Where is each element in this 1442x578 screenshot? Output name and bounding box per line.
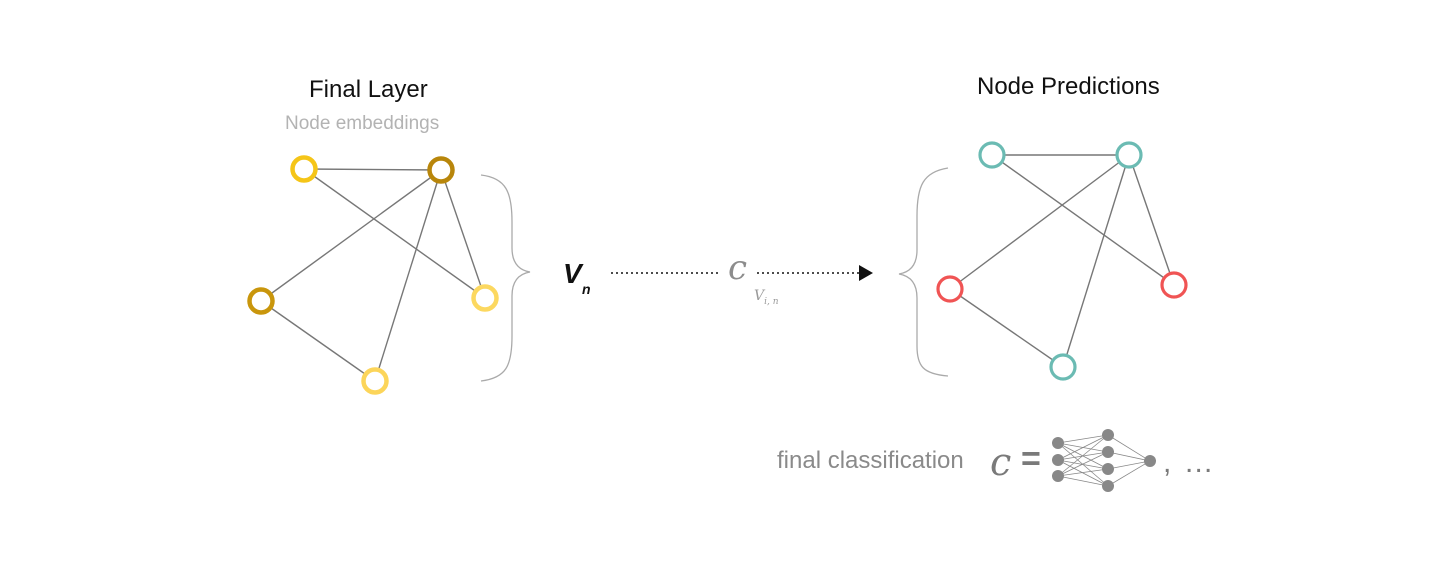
left-node bbox=[471, 284, 499, 312]
final-classification-label: final classification bbox=[777, 447, 964, 474]
input-symbol: V bbox=[563, 258, 582, 289]
network-neuron bbox=[1144, 455, 1156, 467]
right-node bbox=[1160, 271, 1188, 299]
network-connection bbox=[1057, 434, 1109, 477]
left-edge bbox=[303, 168, 442, 171]
function-symbol: c bbox=[728, 248, 748, 288]
left-node bbox=[427, 156, 455, 184]
ellipsis-tail: , … bbox=[1163, 446, 1216, 479]
network-neuron bbox=[1102, 480, 1114, 492]
left-node bbox=[361, 367, 389, 395]
network-neuron bbox=[1052, 437, 1064, 449]
right-graph-nodes bbox=[936, 141, 1188, 381]
network-connection bbox=[1107, 460, 1151, 487]
right-edge bbox=[1128, 154, 1175, 286]
network-neuron bbox=[1052, 470, 1064, 482]
network-connection bbox=[1057, 475, 1109, 487]
function-subscript-index: i, n bbox=[764, 296, 779, 307]
right-node bbox=[1049, 353, 1077, 381]
left-edge bbox=[260, 169, 442, 302]
equals-sign: = bbox=[1021, 440, 1041, 478]
network-connection bbox=[1057, 434, 1109, 461]
input-subscript: n bbox=[582, 281, 591, 297]
network-connection bbox=[1057, 468, 1109, 477]
right-graph-edges bbox=[949, 154, 1175, 368]
left-graph-nodes bbox=[247, 155, 499, 395]
left-edge bbox=[260, 300, 376, 382]
network-connection bbox=[1057, 459, 1109, 470]
neural-network-icon bbox=[1052, 429, 1156, 492]
left-brace bbox=[480, 174, 531, 382]
network-connection bbox=[1057, 451, 1109, 477]
right-node bbox=[978, 141, 1006, 169]
left-edge bbox=[303, 168, 486, 299]
left-node bbox=[290, 155, 318, 183]
right-node bbox=[1115, 141, 1143, 169]
final-classification-symbol: c bbox=[990, 440, 1012, 484]
network-neuron bbox=[1102, 463, 1114, 475]
left-node bbox=[247, 287, 275, 315]
right-node bbox=[936, 275, 964, 303]
network-connection bbox=[1057, 459, 1109, 487]
function-subscript: Vi, n bbox=[754, 288, 779, 307]
network-neuron bbox=[1102, 446, 1114, 458]
left-graph-subtitle: Node embeddings bbox=[285, 113, 440, 134]
network-connection bbox=[1057, 434, 1109, 444]
network-connection bbox=[1107, 451, 1151, 462]
network-connection bbox=[1107, 434, 1151, 462]
right-edge bbox=[949, 288, 1064, 368]
right-edge bbox=[949, 154, 1130, 290]
left-edge bbox=[440, 169, 486, 299]
network-neuron bbox=[1102, 429, 1114, 441]
function-subscript-var: V bbox=[754, 288, 765, 304]
right-edge bbox=[991, 154, 1175, 286]
network-neuron bbox=[1052, 454, 1064, 466]
right-edge bbox=[1062, 154, 1130, 368]
right-brace bbox=[898, 167, 949, 377]
network-connection bbox=[1107, 460, 1151, 470]
left-graph-edges bbox=[260, 168, 486, 382]
left-edge bbox=[374, 169, 442, 382]
arrowhead-icon bbox=[859, 265, 873, 281]
right-graph-title: Node Predictions bbox=[977, 73, 1160, 100]
left-graph-title: Final Layer bbox=[309, 76, 428, 103]
